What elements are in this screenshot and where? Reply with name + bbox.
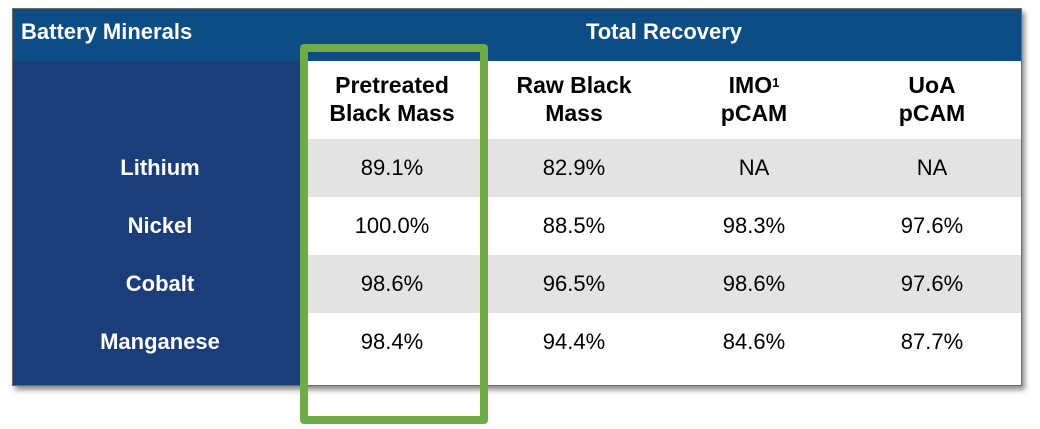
cell-nickel-raw: 88.5% bbox=[542, 213, 606, 238]
header-band bbox=[13, 9, 1021, 61]
column-header-line2: pCAM bbox=[720, 100, 788, 126]
column-header-line2: pCAM bbox=[898, 100, 966, 126]
row-label-nickel: Nickel bbox=[127, 213, 193, 238]
column-header-line1: IMO1 bbox=[669, 71, 839, 99]
column-header-line1: Raw Black bbox=[516, 72, 632, 98]
cell-nickel-imo: 98.3% bbox=[722, 213, 786, 238]
cell-manganese-uoa: 87.7% bbox=[900, 329, 964, 354]
header-left-title: Battery Minerals bbox=[21, 19, 193, 44]
cell-lithium-raw: 82.9% bbox=[542, 155, 606, 180]
cell-manganese-raw: 94.4% bbox=[542, 329, 606, 354]
column-header-imo: IMO1 pCAM bbox=[669, 71, 839, 127]
cell-cobalt-uoa: 97.6% bbox=[900, 271, 964, 296]
row-band-lithium bbox=[307, 139, 1021, 197]
cell-cobalt-pretreated: 98.6% bbox=[360, 271, 424, 296]
cell-manganese-pretreated: 98.4% bbox=[360, 329, 424, 354]
column-header-uoa: UoA pCAM bbox=[847, 71, 1017, 127]
row-band-cobalt bbox=[307, 255, 1021, 313]
cell-cobalt-raw: 96.5% bbox=[542, 271, 606, 296]
column-header-line2: Mass bbox=[545, 100, 603, 126]
cell-lithium-pretreated: 89.1% bbox=[360, 155, 424, 180]
column-header-imo-text: IMO bbox=[728, 72, 773, 98]
row-label-manganese: Manganese bbox=[100, 329, 220, 354]
footnote-marker: 1 bbox=[772, 75, 780, 90]
column-header-line1: Pretreated bbox=[335, 72, 449, 98]
row-label-lithium: Lithium bbox=[120, 155, 200, 180]
label-column-band bbox=[13, 61, 307, 385]
column-header-pretreated: Pretreated Black Mass bbox=[307, 71, 477, 127]
column-header-line1: UoA bbox=[908, 72, 956, 98]
column-header-raw: Raw Black Mass bbox=[489, 71, 659, 127]
row-label-cobalt: Cobalt bbox=[125, 271, 195, 296]
recovery-table: Battery Minerals Total Recovery Pretreat… bbox=[12, 8, 1022, 386]
cell-lithium-imo: NA bbox=[738, 155, 770, 180]
cell-manganese-imo: 84.6% bbox=[722, 329, 786, 354]
cell-nickel-pretreated: 100.0% bbox=[354, 213, 430, 238]
header-right-title: Total Recovery bbox=[585, 19, 743, 44]
cell-cobalt-imo: 98.6% bbox=[722, 271, 786, 296]
column-header-line2: Black Mass bbox=[329, 100, 455, 126]
cell-lithium-uoa: NA bbox=[916, 155, 948, 180]
cell-nickel-uoa: 97.6% bbox=[900, 213, 964, 238]
